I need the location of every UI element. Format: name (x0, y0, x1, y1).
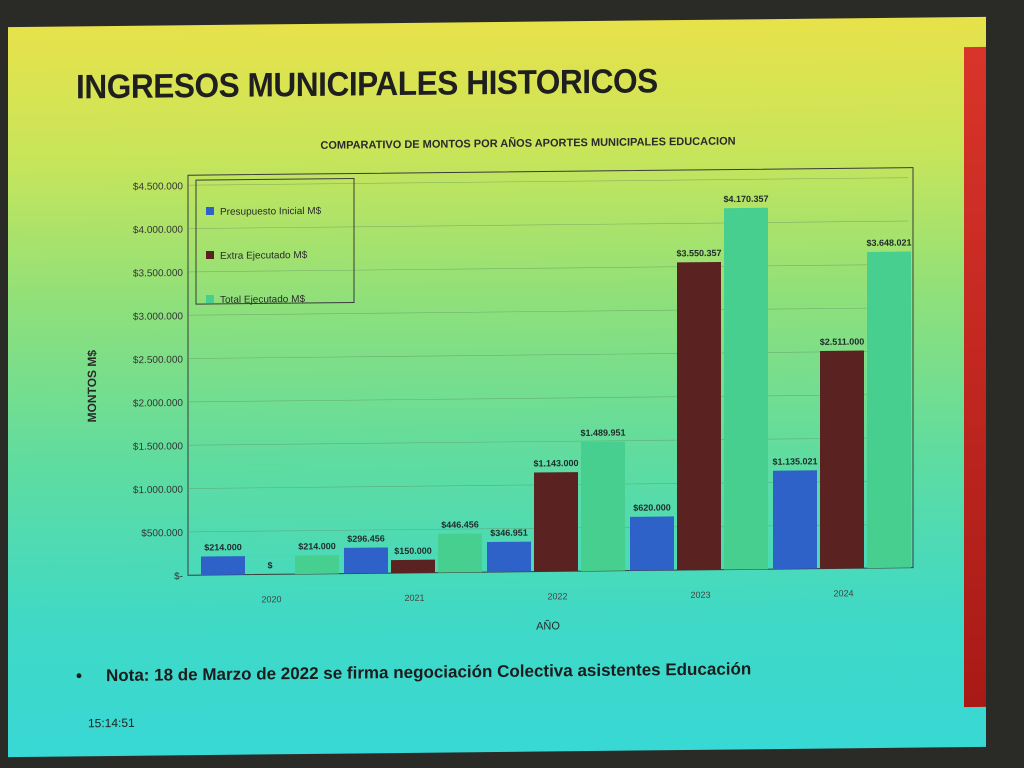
gridline (188, 350, 908, 359)
bar (391, 559, 435, 574)
y-tick-label: $500.000 (141, 528, 183, 539)
bar-labels-group: $214.000 $ $214.000 $296.456 $150.000 $446.45… (204, 194, 911, 571)
y-tick-label: $3.000.000 (133, 311, 183, 323)
y-tick-label: $1.000.000 (133, 485, 183, 497)
bar (487, 541, 531, 573)
x-tick-label: 2022 (547, 591, 567, 601)
bar-value-label: $3.648.021 (866, 237, 911, 247)
x-tick-label: 2021 (404, 593, 424, 603)
legend-swatch (206, 294, 214, 304)
bar-value-label: $150.000 (394, 546, 432, 556)
gridline (188, 177, 908, 186)
bar (201, 556, 245, 576)
bar-value-label: $1.489.951 (580, 428, 625, 438)
gridline (188, 264, 908, 273)
bar-value-label: $1.135.021 (772, 456, 817, 466)
presentation-slide: INGRESOS MUNICIPALES HISTORICOS COMPARAT… (8, 16, 986, 758)
bar (773, 470, 817, 570)
bar (677, 261, 721, 571)
bar (581, 441, 625, 572)
x-tick-label: 2024 (833, 588, 853, 598)
bar (534, 472, 578, 572)
timestamp: 15:14:51 (88, 715, 135, 731)
legend-label: Extra Ejecutado M$ (220, 250, 308, 262)
x-tick-label: 2023 (690, 590, 710, 600)
legend-swatch (206, 206, 214, 216)
bar-value-label: $296.456 (347, 533, 385, 543)
bar-value-label: $214.000 (298, 541, 336, 551)
bullet-icon: • (76, 666, 82, 686)
gridline (188, 394, 908, 403)
bar (724, 207, 768, 570)
bar (867, 251, 911, 569)
y-axis-ticks: $- $500.000 $1.000.000 $1.500.000 $2.000.000… (133, 181, 183, 582)
y-tick-label: $2.000.000 (133, 398, 183, 410)
bars-group (201, 207, 911, 576)
bar (438, 533, 482, 573)
y-tick-label: $3.500.000 (133, 268, 183, 280)
bar-value-label: $ (267, 560, 272, 570)
bar-value-label: $1.143.000 (533, 458, 578, 468)
y-tick-label: $4.500.000 (133, 181, 183, 193)
legend-box (195, 177, 355, 305)
bar (344, 547, 388, 574)
gridline (188, 220, 908, 229)
y-tick-label: $- (174, 571, 183, 582)
chart-title: COMPARATIVO DE MONTOS POR AÑOS APORTES M… (320, 135, 735, 152)
x-axis-label: AÑO (536, 619, 560, 632)
bar-value-label: $2.511.000 (820, 337, 865, 347)
y-tick-label: $2.500.000 (133, 355, 183, 367)
y-tick-label: $4.000.000 (133, 225, 183, 237)
legend-swatch (206, 250, 214, 260)
bar-chart: COMPARATIVO DE MONTOS POR AÑOS APORTES M… (85, 135, 914, 633)
bar-value-label: $3.550.357 (676, 248, 721, 258)
x-axis-ticks: 2020 2021 2022 2023 2024 (261, 588, 853, 604)
bar-value-label: $4.170.357 (723, 194, 768, 204)
y-axis-label: MONTOS M$ (85, 350, 99, 423)
chart-legend: Presupuesto Inicial M$ Extra Ejecutado M$… (195, 177, 355, 306)
bar (630, 516, 674, 571)
bar-value-label: $620.000 (633, 502, 671, 512)
bar (295, 555, 339, 575)
bar (820, 350, 864, 569)
gridline (188, 307, 908, 316)
bar-value-label: $346.951 (490, 528, 528, 538)
y-tick-label: $1.500.000 (133, 441, 183, 453)
x-tick-label: 2020 (261, 594, 281, 604)
legend-label: Presupuesto Inicial M$ (220, 206, 322, 218)
legend-label: Total Ejecutado M$ (220, 294, 305, 306)
gridline (188, 437, 908, 446)
bar-value-label: $446.456 (441, 519, 479, 529)
bar-value-label: $214.000 (204, 542, 242, 552)
